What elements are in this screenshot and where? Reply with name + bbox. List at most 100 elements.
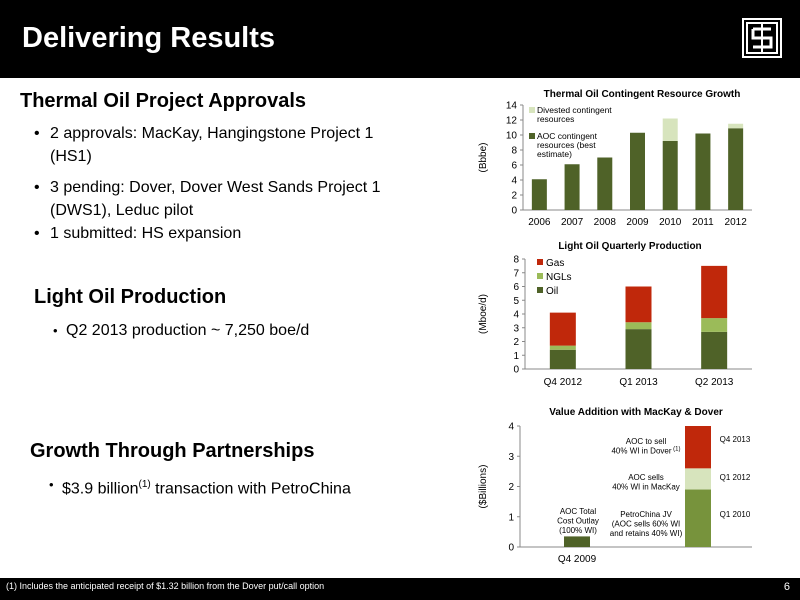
footnote-ref: (1) [138, 479, 151, 490]
annotation-line: AOC to sell [626, 437, 667, 446]
y-tick-label: 8 [513, 255, 519, 266]
legend-label: resources (best [537, 140, 596, 150]
annotation-line: PetroChina JV [620, 510, 672, 519]
slide-header: Delivering Results [0, 0, 800, 78]
bullet-dot-icon: • [34, 125, 40, 142]
bar [662, 118, 678, 141]
section-heading-partnerships: Growth Through Partnerships [30, 440, 315, 462]
bar [728, 128, 744, 210]
bar [549, 345, 576, 350]
legend-swatch [537, 259, 543, 265]
y-axis-label: ($Billions) [478, 465, 489, 509]
bar [531, 179, 547, 210]
annotation-line: 40% WI in Dover (1) [611, 447, 680, 456]
y-tick-label: 7 [513, 268, 519, 279]
y-tick-label: 4 [513, 310, 519, 321]
legend-swatch [537, 273, 543, 279]
bullet-line: (HS1) [50, 148, 92, 165]
bar [701, 331, 728, 369]
bar [685, 468, 711, 490]
y-tick-label: 12 [506, 116, 518, 127]
bar [685, 489, 711, 547]
legend-label: AOC contingent [537, 131, 598, 141]
bar [625, 286, 652, 323]
y-tick-label: 1 [513, 351, 519, 362]
bullet-dot-icon: • [34, 225, 40, 242]
y-tick-label: 5 [513, 296, 519, 307]
y-axis-label: (Mboe/d) [478, 294, 489, 334]
bar [597, 157, 613, 210]
slide-title: Delivering Results [22, 22, 276, 54]
bar [625, 329, 652, 369]
y-tick-label: 6 [513, 282, 519, 293]
x-tick-label: 2012 [725, 217, 748, 228]
bar [662, 141, 678, 210]
y-tick-label: 3 [508, 452, 514, 463]
annotation-line: AOC sells [628, 473, 664, 482]
bullet-dot-icon: • [49, 477, 54, 492]
bullet-line: 2 approvals: MacKay, Hangingstone Projec… [50, 125, 374, 142]
section-heading-thermal: Thermal Oil Project Approvals [20, 90, 307, 112]
y-tick-label: 2 [511, 191, 517, 202]
bullet-approvals: • 2 approvals: MacKay, Hangingstone Proj… [34, 122, 374, 168]
segment-label: Q1 2012 [720, 473, 751, 482]
y-axis-label: (Bbbe) [478, 142, 489, 172]
legend-swatch [529, 107, 535, 113]
chart-title: Value Addition with MacKay & Dover [549, 407, 723, 418]
bar [549, 312, 576, 346]
bullet-pending: • 3 pending: Dover, Dover West Sands Pro… [34, 176, 381, 222]
annotation-line: AOC Total [560, 507, 597, 516]
bar [564, 536, 590, 547]
bar [695, 133, 711, 210]
legend-label: estimate) [537, 149, 572, 159]
segment-label: Q1 2010 [720, 510, 751, 519]
y-tick-label: 10 [506, 131, 518, 142]
x-tick-label: 2010 [659, 217, 682, 228]
legend-label: Gas [546, 258, 564, 269]
bullet-submitted: • 1 submitted: HS expansion [34, 222, 242, 245]
legend-label: Oil [546, 286, 558, 297]
bullet-dot-icon: • [34, 179, 40, 196]
x-tick-label: 2008 [594, 217, 617, 228]
annotation-line: 40% WI in MacKay [612, 483, 680, 492]
legend-label: Divested contingent [537, 105, 612, 115]
bullet-line: 3 pending: Dover, Dover West Sands Proje… [50, 179, 381, 196]
chart-title: Light Oil Quarterly Production [558, 241, 701, 252]
legend-swatch [529, 133, 535, 139]
bullet-line: 1 submitted: HS expansion [50, 225, 242, 242]
bar [630, 132, 645, 210]
x-tick-label: Q1 2013 [619, 377, 658, 388]
annotation-line: Cost Outlay [557, 517, 599, 526]
bullet-line: (DWS1), Leduc pilot [50, 202, 194, 219]
bullet-text: $3.9 billion [62, 480, 139, 498]
company-logo-icon [742, 18, 782, 58]
x-tick-label: Q4 2012 [544, 377, 583, 388]
x-tick-label: 2006 [528, 217, 551, 228]
bullet-line: Q2 2013 production ~ 7,250 boe/d [66, 322, 310, 339]
content-left: Thermal Oil Project Approvals • 2 approv… [0, 78, 470, 578]
legend-label: resources [537, 114, 574, 124]
bar [549, 349, 576, 369]
slide-footer: (1) Includes the anticipated receipt of … [0, 578, 800, 600]
bullet-text: transaction with PetroChina [150, 480, 351, 498]
annotation-line: (AOC sells 60% WI [612, 520, 680, 529]
y-tick-label: 0 [508, 543, 514, 554]
chart-title: Thermal Oil Contingent Resource Growth [544, 89, 741, 100]
annotation-line: (100% WI) [559, 526, 597, 535]
bullet-dot-icon: • [53, 323, 58, 338]
bar [701, 265, 728, 319]
x-tick-label: 2009 [626, 217, 649, 228]
y-tick-label: 3 [513, 323, 519, 334]
bullet-production: • Q2 2013 production ~ 7,250 boe/d [53, 319, 310, 342]
page-number: 6 [783, 581, 790, 593]
y-tick-label: 0 [513, 365, 519, 376]
y-tick-label: 6 [511, 161, 517, 172]
bar [701, 318, 728, 332]
y-tick-label: 2 [513, 337, 519, 348]
bullet-transaction: • $3.9 billion(1) transaction with Petro… [49, 473, 351, 500]
bar [564, 164, 580, 210]
